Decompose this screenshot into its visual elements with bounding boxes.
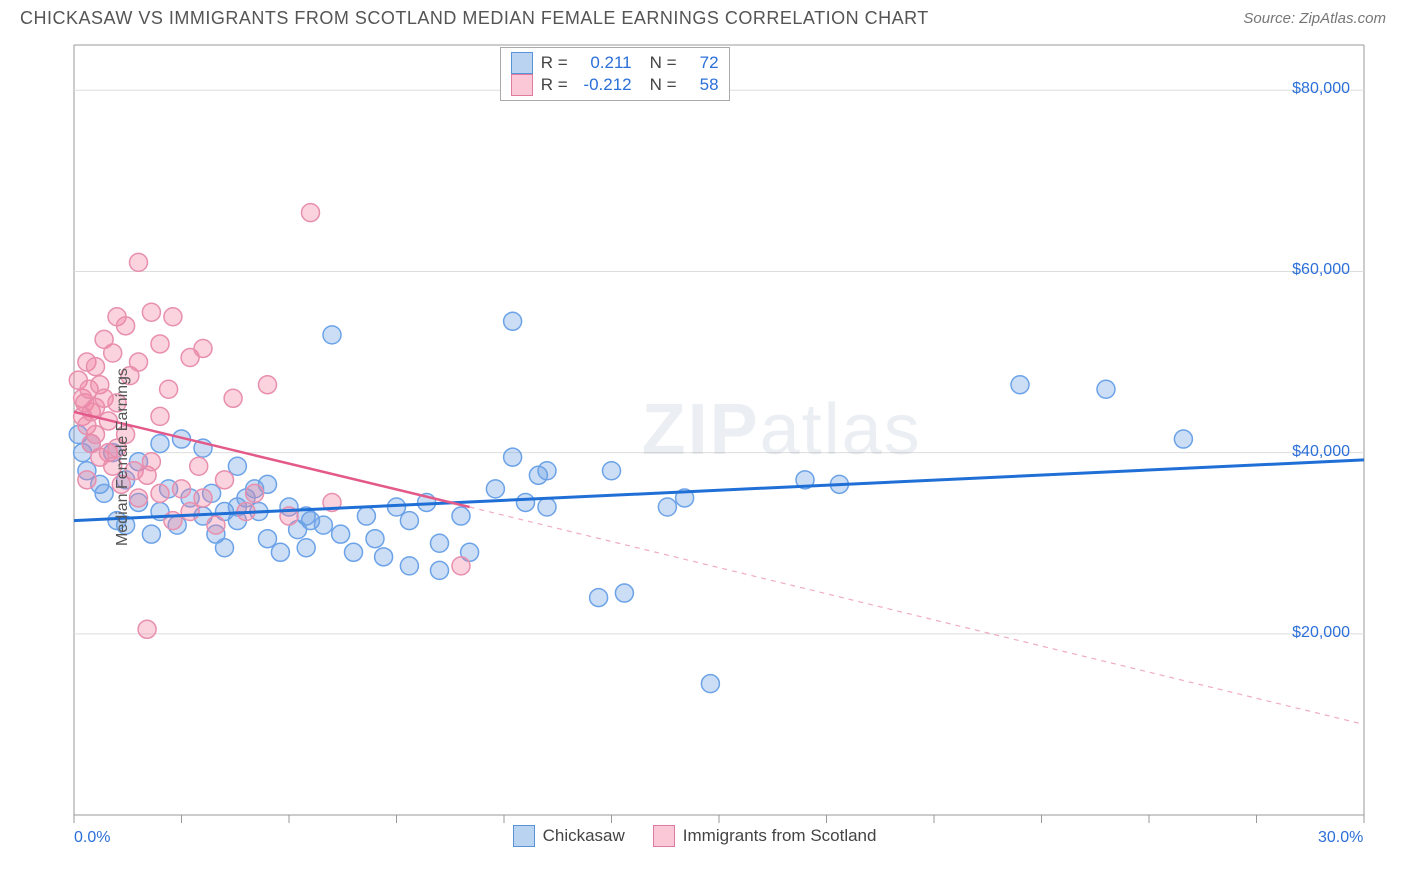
n-value: 72 (685, 53, 719, 73)
n-value: 58 (685, 75, 719, 95)
legend-swatch (511, 74, 533, 96)
legend-swatch (513, 825, 535, 847)
n-label: N = (650, 75, 677, 95)
chart-source: Source: ZipAtlas.com (1243, 10, 1386, 27)
legend-label: Chickasaw (543, 826, 625, 846)
x-tick-label: 30.0% (1318, 829, 1363, 847)
r-value: -0.212 (576, 75, 632, 95)
correlation-legend: R = 0.211 N = 72 R = -0.212 N = 58 (500, 47, 730, 101)
chart-title: CHICKASAW VS IMMIGRANTS FROM SCOTLAND ME… (20, 8, 929, 29)
x-tick-label: 0.0% (74, 829, 110, 847)
chart-container: Median Female Earnings ZIPatlas R =0.211… (20, 37, 1386, 877)
y-tick-label: $80,000 (1292, 80, 1350, 98)
legend-swatch (653, 825, 675, 847)
y-tick-label: $20,000 (1292, 624, 1350, 642)
chart-header: CHICKASAW VS IMMIGRANTS FROM SCOTLAND ME… (0, 0, 1406, 33)
y-tick-label: $60,000 (1292, 261, 1350, 279)
r-label: R = (541, 53, 568, 73)
legend-item: Chickasaw (513, 825, 625, 847)
r-label: R = (541, 75, 568, 95)
y-tick-label: $40,000 (1292, 443, 1350, 461)
source-prefix: Source: (1243, 10, 1299, 27)
n-label: N = (650, 53, 677, 73)
legend-swatch (511, 52, 533, 74)
stat-legend-row: R = 0.211 N = 72 (511, 52, 719, 74)
y-axis-label: Median Female Earnings (114, 368, 132, 546)
stat-legend-row: R = -0.212 N = 58 (511, 74, 719, 96)
r-value: 0.211 (576, 53, 632, 73)
source-name: ZipAtlas.com (1299, 10, 1386, 27)
legend-label: Immigrants from Scotland (683, 826, 877, 846)
scatter-chart (20, 37, 1386, 877)
series-legend: Chickasaw Immigrants from Scotland (513, 825, 877, 847)
legend-item: Immigrants from Scotland (653, 825, 877, 847)
